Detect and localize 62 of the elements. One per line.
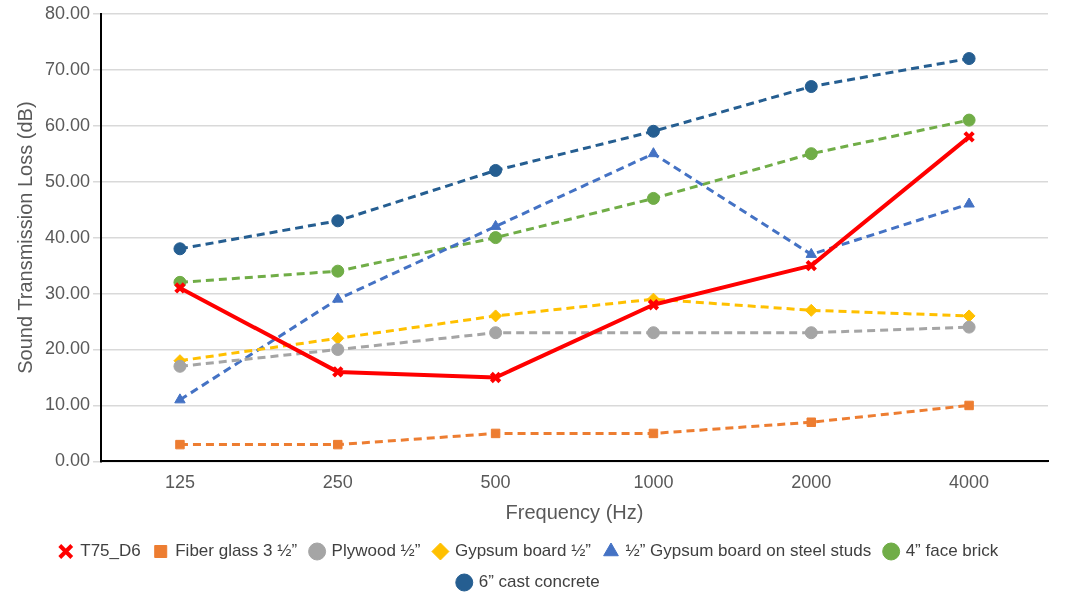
point (489, 231, 503, 245)
point (332, 292, 344, 303)
legend-label: ½” Gypsum board on steel studs (625, 541, 872, 561)
x-axis-title: Frequency (Hz) (505, 500, 644, 523)
y-tick-label: 60.00 (45, 114, 91, 135)
point (963, 197, 975, 208)
point (331, 365, 345, 379)
point (646, 124, 660, 138)
point (331, 343, 345, 356)
point (490, 428, 501, 439)
point (962, 52, 976, 66)
point (489, 371, 502, 384)
point (331, 331, 345, 345)
legend-label: 4” face brick (905, 541, 999, 561)
point (173, 281, 187, 295)
point (173, 242, 187, 256)
y-tick-label: 40.00 (45, 226, 91, 247)
point (962, 113, 976, 127)
point (489, 309, 503, 323)
y-tick-label: 70.00 (45, 58, 91, 79)
y-tick-label: 80.00 (45, 2, 91, 23)
point (174, 393, 186, 404)
legend-label: 6” cast concrete (478, 572, 600, 592)
point (646, 326, 660, 340)
point (489, 163, 503, 177)
point (489, 326, 503, 340)
legend-label: Gypsum board ½” (454, 541, 592, 561)
point (962, 320, 976, 334)
point (804, 80, 818, 94)
y-tick-label: 0.00 (55, 450, 91, 471)
point (173, 359, 187, 373)
point (175, 439, 185, 450)
point (964, 400, 974, 411)
point (806, 417, 816, 427)
point (962, 130, 976, 144)
x-tick-label: 250 (322, 472, 353, 493)
point (805, 247, 817, 258)
point (648, 428, 659, 439)
x-tick-label: 125 (164, 472, 195, 493)
point (805, 259, 818, 272)
legend-label: T75_D6 (80, 541, 141, 561)
point (804, 326, 818, 340)
point (804, 147, 818, 161)
point (962, 309, 976, 323)
x-tick-label: 500 (480, 472, 511, 493)
legend-label: Plywood ½” (331, 541, 421, 561)
point (333, 439, 343, 450)
y-tick-label: 30.00 (45, 282, 91, 303)
x-tick-label: 1000 (633, 472, 674, 493)
x-tick-label: 2000 (791, 472, 832, 493)
y-tick-label: 50.00 (45, 170, 91, 191)
point (804, 303, 818, 317)
point (331, 214, 345, 228)
point (647, 147, 660, 158)
point (646, 191, 660, 205)
x-tick-label: 4000 (949, 472, 990, 493)
y-tick-label: 10.00 (45, 394, 91, 415)
point (331, 264, 345, 278)
y-axis-title: Sound Transmission Loss (dB) (13, 101, 36, 374)
y-tick-label: 20.00 (45, 338, 91, 359)
point (647, 298, 660, 311)
legend-label: Fiber glass 3 ½” (175, 541, 298, 561)
